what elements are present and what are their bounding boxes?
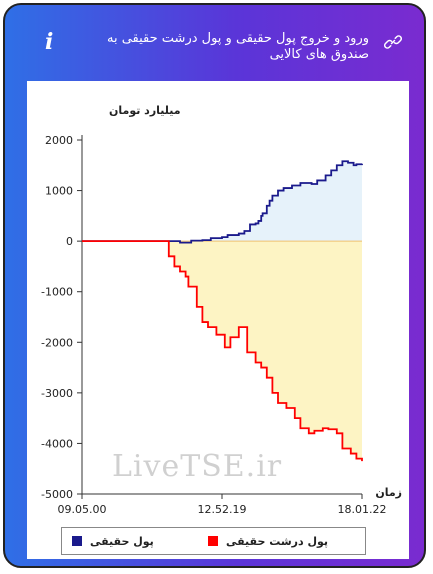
chart-panel: 2000 1000 0 -1000 -2000 -3000 -4000 -5000 09.05.… — [27, 81, 409, 559]
y-axis-title: میلیارد تومان — [109, 104, 181, 117]
link-icon[interactable] — [384, 33, 402, 51]
series-line-large — [82, 240, 363, 462]
card-header: i ورود و خروج پول حقیقی و پول درشت حقیقی… — [5, 5, 424, 81]
x-tick-label: 12.52.19 — [198, 503, 247, 516]
y-tick-label: 0 — [66, 235, 73, 248]
x-tick-label: 18.01.22 — [338, 503, 387, 516]
y-tick-label: -2000 — [41, 336, 73, 349]
legend-label-large: پول درشت حقیقی — [226, 535, 329, 548]
flow-chart: 2000 1000 0 -1000 -2000 -3000 -4000 -5000 09.05.… — [41, 104, 402, 516]
info-icon[interactable]: i — [45, 29, 54, 55]
area-fill-real — [82, 161, 362, 243]
chart-card: i ورود و خروج پول حقیقی و پول درشت حقیقی… — [3, 3, 426, 568]
series-line-real — [82, 160, 363, 244]
area-fill-large — [82, 241, 362, 462]
legend: پول حقیقی پول درشت حقیقی — [61, 527, 366, 555]
x-axis-title: زمان — [375, 486, 402, 499]
watermark-text: LiveTSE.ir — [112, 449, 283, 484]
y-tick-label: -5000 — [41, 488, 73, 501]
chart-title: ورود و خروج پول حقیقی و پول درشت حقیقی ب… — [106, 31, 369, 62]
legend-swatch-real — [72, 536, 82, 546]
legend-label-real: پول حقیقی — [90, 535, 154, 548]
legend-swatch-large — [208, 536, 218, 546]
y-tick-label: -1000 — [41, 286, 73, 299]
x-tick-label: 09.05.00 — [58, 503, 107, 516]
y-tick-label: -3000 — [41, 387, 73, 400]
y-tick-label: -4000 — [41, 437, 73, 450]
y-tick-label: 1000 — [45, 185, 73, 198]
y-tick-label: 2000 — [45, 134, 73, 147]
